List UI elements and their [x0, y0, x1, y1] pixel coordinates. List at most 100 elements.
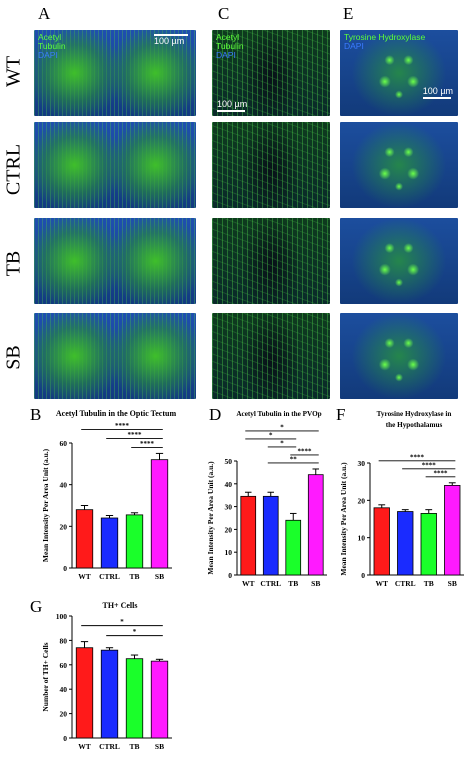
panel-letter-g: G: [30, 597, 42, 616]
bar-tb: [285, 519, 302, 576]
bar-tb: [420, 513, 437, 576]
row-label-tb: TB: [2, 250, 25, 277]
scale-bar-e: 100 µm: [422, 86, 453, 99]
x-tick-label: CTRL: [260, 579, 281, 588]
x-tick-label: SB: [448, 579, 457, 588]
panel-letter-e: E: [343, 4, 354, 23]
x-tick-label: WT: [78, 572, 91, 581]
x-tick-label: TB: [129, 572, 139, 581]
stain-legend-a: Acetyl Tubulin DAPI: [38, 33, 66, 60]
micrograph-e-2: [340, 122, 458, 208]
bar-wt: [75, 647, 94, 739]
micrograph-a-4: [34, 313, 196, 399]
x-tick-label: WT: [78, 742, 91, 751]
row-label-ctrl: CTRL: [2, 143, 25, 196]
y-tick-label: 60: [60, 661, 68, 670]
stain-label: DAPI: [38, 50, 58, 60]
significance-label: ****: [115, 422, 130, 430]
bar-sb: [307, 474, 324, 576]
panel-letter-f: F: [336, 405, 345, 424]
significance-label: *: [280, 423, 284, 431]
chart-title: Acetyl Tubulin in the Optic Tectum: [56, 409, 177, 418]
y-axis-label: Mean Intensity Per Area Unit (a.u.): [339, 462, 348, 576]
y-tick-label: 0: [63, 564, 67, 573]
stain-label: DAPI: [344, 41, 364, 51]
micrograph-a-3: [34, 218, 196, 304]
y-tick-label: 10: [225, 548, 233, 557]
bar-sb: [444, 485, 461, 576]
micrograph-e-1: Tyrosine Hydroxylase DAPI 100 µm: [340, 30, 458, 116]
y-tick-label: 40: [225, 480, 233, 489]
bar-ctrl: [262, 495, 279, 576]
bar-ctrl: [397, 511, 414, 576]
stain-legend-c: Acetyl Tubulin DAPI: [216, 33, 244, 60]
y-tick-label: 0: [228, 571, 232, 580]
significance-label: ****: [434, 469, 449, 477]
x-tick-label: CTRL: [395, 579, 416, 588]
chart-title: Tyrosine Hydroxylase in: [377, 410, 452, 418]
chart-g: G TH+ Cells 0 20 40 60 80 100 Number of TH+ Cell…: [30, 597, 172, 751]
chart-title: Acetyl Tubulin in the PVOp: [236, 410, 321, 418]
stain-legend-e: Tyrosine Hydroxylase DAPI: [344, 33, 425, 51]
y-tick-label: 30: [225, 503, 233, 512]
y-tick-label: 20: [60, 522, 68, 531]
y-tick-label: 30: [358, 459, 366, 468]
micrograph-a-2: [34, 122, 196, 208]
x-tick-label: SB: [311, 579, 320, 588]
micrograph-c-1: Acetyl Tubulin DAPI 100 µm: [212, 30, 330, 116]
bar-ctrl: [100, 517, 119, 569]
significance-label: ****: [410, 453, 425, 461]
x-tick-label: WT: [375, 579, 388, 588]
micrograph-c-4: [212, 313, 330, 399]
x-tick-label: SB: [155, 572, 164, 581]
x-tick-label: SB: [155, 742, 164, 751]
stain-label: Acetyl: [38, 32, 62, 42]
scale-bar-a: 100 µm: [154, 33, 188, 46]
x-tick-label: CTRL: [99, 572, 120, 581]
significance-label: *: [133, 628, 137, 636]
row-label-sb: SB: [2, 345, 25, 370]
chart-title: the Hypothalamus: [386, 421, 443, 429]
bar-tb: [125, 658, 144, 739]
chart-b: B Acetyl Tubulin in the Optic Tectum 0 20 40…: [30, 405, 177, 581]
stain-label: Tubulin: [216, 41, 244, 51]
x-tick-label: CTRL: [99, 742, 120, 751]
significance-label: *: [120, 618, 124, 626]
panel-letter-a: A: [38, 4, 51, 23]
stain-label: DAPI: [216, 50, 236, 60]
scale-bar-c: 100 µm: [217, 99, 247, 112]
chart-title: TH+ Cells: [102, 601, 137, 610]
y-tick-label: 40: [60, 481, 68, 490]
micrograph-e-3: [340, 218, 458, 304]
y-tick-label: 0: [63, 734, 67, 743]
bar-wt: [373, 507, 390, 576]
chart-d: D Acetyl Tubulin in the PVOp 0 10 20 30 40 50 Me…: [206, 405, 327, 588]
bar-sb: [150, 459, 169, 569]
y-tick-label: 20: [60, 710, 68, 719]
y-axis-label: Mean Intensity Per Area Unit (a.u.): [41, 448, 50, 562]
panel-letter-d: D: [209, 405, 221, 424]
micrograph-e-4: [340, 313, 458, 399]
x-tick-label: WT: [242, 579, 255, 588]
bar-wt: [240, 495, 257, 576]
significance-label: *: [269, 431, 273, 439]
x-tick-label: TB: [129, 742, 139, 751]
x-tick-label: TB: [288, 579, 298, 588]
x-tick-label: TB: [424, 579, 434, 588]
significance-label: **: [290, 455, 298, 463]
y-tick-label: 10: [358, 534, 366, 543]
bar-tb: [125, 514, 144, 569]
bar-ctrl: [100, 649, 119, 739]
micrograph-c-3: [212, 218, 330, 304]
chart-f: F Tyrosine Hydroxylase in the Hypothalamus…: [336, 405, 464, 588]
significance-label: ****: [140, 440, 155, 448]
y-tick-label: 80: [60, 636, 68, 645]
y-tick-label: 40: [60, 685, 68, 694]
y-tick-label: 20: [358, 496, 366, 505]
panel-letter-c: C: [218, 4, 230, 23]
stain-label: Acetyl: [216, 32, 240, 42]
significance-label: ****: [422, 461, 437, 469]
micrograph-a-1: Acetyl Tubulin DAPI 100 µm: [34, 30, 196, 116]
row-label-wt: WT: [2, 55, 25, 88]
y-axis-label: Mean Intensity Per Area Unit (a.u.): [206, 461, 215, 575]
